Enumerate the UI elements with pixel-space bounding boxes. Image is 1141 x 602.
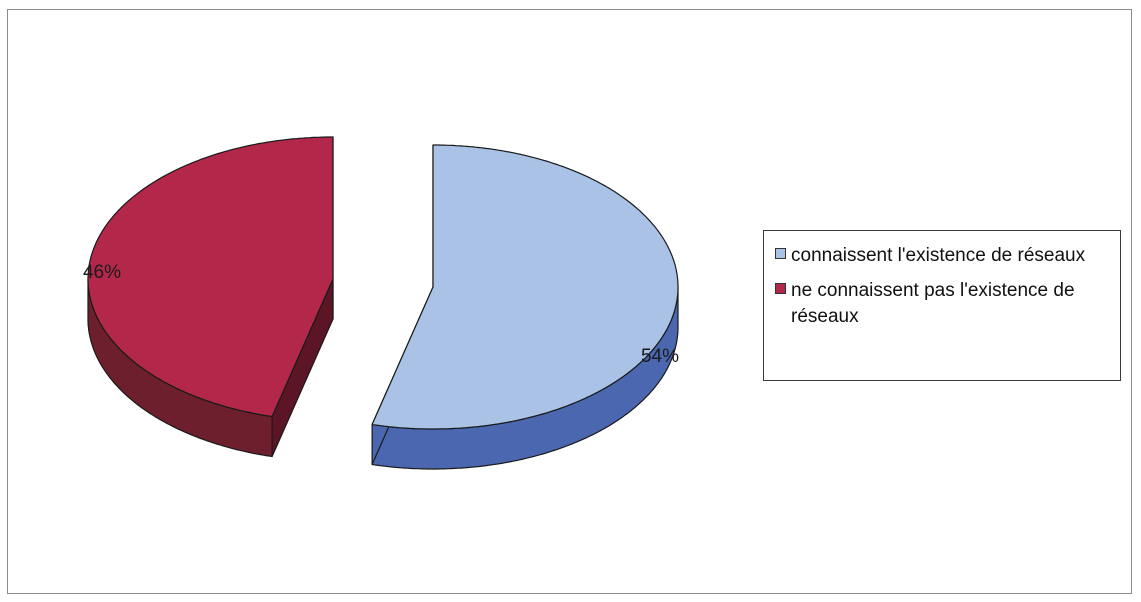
legend-swatch-aware [775,248,786,259]
legend-entry-aware: connaissent l'existence de réseaux [775,243,1114,269]
legend-swatch-unaware [775,283,786,294]
slice-top-unaware [87,136,334,418]
legend-label-unaware: ne connaissent pas l'existence de réseau… [791,280,1075,327]
legend: connaissent l'existence de réseaux ne co… [763,230,1121,381]
legend-entry-unaware: ne connaissent pas l'existence de réseau… [775,278,1114,330]
legend-label-aware: connaissent l'existence de réseaux [791,245,1086,266]
slice-label-unaware: 46% [83,262,121,283]
slice-label-aware: 54% [641,346,679,367]
slice-top-aware [371,144,679,430]
